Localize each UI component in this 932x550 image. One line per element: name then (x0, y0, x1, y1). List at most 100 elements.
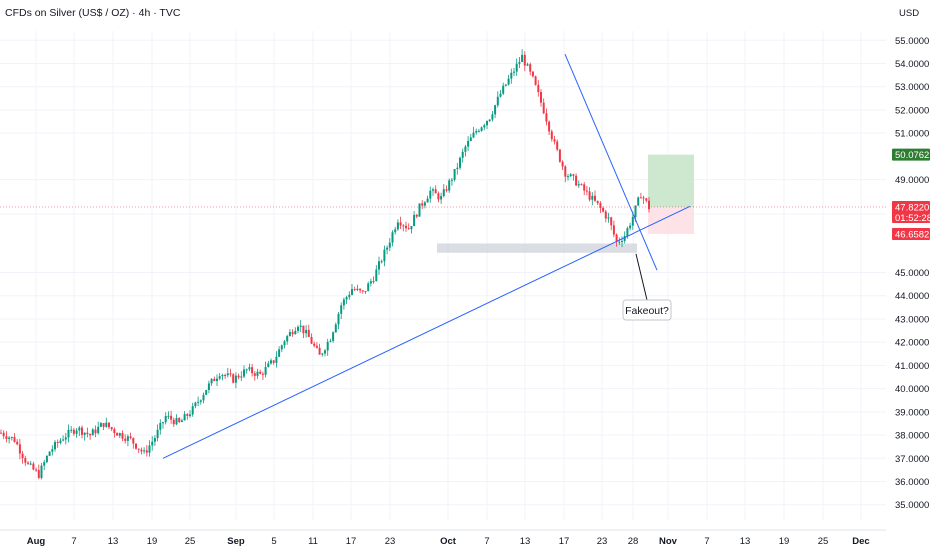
candle-body (639, 197, 642, 199)
price-tick-label: 36.0000 (895, 477, 929, 488)
candle-body (432, 189, 434, 191)
candle-body (621, 240, 623, 242)
candle-body (367, 283, 370, 292)
candle-body (486, 121, 488, 126)
candle-body (27, 462, 29, 464)
candle-body (70, 429, 73, 431)
candle-body (407, 228, 410, 230)
candle-body (13, 437, 16, 442)
candle-body (140, 449, 143, 452)
candle-body (440, 196, 443, 200)
candle-body (450, 179, 453, 181)
candle-body (499, 93, 502, 97)
candle-body (648, 200, 650, 210)
candle-body (310, 336, 313, 344)
candle-body (342, 299, 345, 306)
candle-body (143, 450, 146, 452)
candle-body (245, 369, 248, 371)
candle-body (216, 378, 218, 382)
price-tick-label: 49.0000 (895, 175, 929, 186)
candle-body (461, 151, 464, 158)
candle-body (415, 214, 418, 217)
candle-body (594, 195, 596, 201)
candle-body (426, 198, 429, 203)
candle-body (199, 400, 202, 402)
candle-body (550, 131, 553, 140)
candle-body (518, 62, 521, 64)
candle-body (445, 189, 448, 191)
candle-body (62, 439, 65, 441)
candle-body (183, 414, 186, 421)
time-tick-label: Nov (659, 536, 678, 547)
candle-body (515, 63, 518, 72)
chart-grid (0, 31, 886, 531)
candle-body (207, 383, 210, 390)
time-axis[interactable]: Aug 7 13 19 25 Sep 5 11 17 23 Oct 7 13 17 23 28 Nov 7 13 19… (27, 536, 870, 547)
candle-body (337, 313, 340, 325)
candle-body (345, 297, 348, 300)
candle-body (583, 184, 586, 191)
candle-body (10, 437, 13, 439)
candle-body (248, 367, 251, 370)
candle-body (602, 207, 605, 212)
time-tick-label: 7 (704, 536, 709, 547)
candle-body (540, 92, 542, 103)
price-tick-label: 37.0000 (895, 454, 929, 465)
candle-body (453, 168, 456, 180)
time-tick-label: 7 (484, 536, 489, 547)
candle-body (380, 261, 383, 263)
candle-body (224, 375, 227, 377)
candle-body (585, 190, 588, 192)
candle-body (375, 269, 378, 282)
candle-body (391, 232, 394, 243)
candle-body (483, 125, 486, 128)
currency-label: USD (899, 8, 919, 19)
candle-body (51, 449, 54, 452)
candle-body (477, 130, 480, 132)
candle-body (164, 416, 167, 423)
candle-body (378, 261, 380, 270)
candle-body (272, 360, 275, 363)
candle-body (264, 367, 267, 375)
candle-body (599, 203, 602, 208)
price-axis[interactable]: 35.0000 36.0000 37.0000 38.0000 39.0000 40.00… (895, 36, 929, 511)
candle-body (202, 394, 205, 401)
candle-body (480, 127, 483, 131)
time-tick-label: 23 (597, 536, 608, 547)
price-tick-label: 55.0000 (895, 36, 929, 47)
candle-body (24, 458, 27, 463)
candle-body (197, 401, 200, 403)
candle-body (99, 423, 102, 427)
candle-body (234, 375, 237, 383)
candle-body (2, 432, 5, 437)
candle-body (86, 432, 89, 435)
price-tick-label: 41.0000 (895, 361, 929, 372)
candle-body (623, 236, 626, 241)
candle-body (526, 64, 529, 66)
candle-body (569, 174, 572, 177)
candle-body (170, 415, 173, 420)
time-tick-label: 11 (308, 536, 318, 547)
candle-body (135, 443, 137, 449)
candle-body (237, 375, 240, 378)
candle-body (561, 161, 564, 167)
candle-body (108, 422, 110, 428)
candle-body (167, 415, 170, 417)
fakeout-callout: Fakeout? (622, 299, 672, 321)
candle-body (429, 190, 432, 199)
candle-body (40, 465, 43, 478)
time-tick-label: Oct (440, 536, 457, 547)
candle-body (394, 229, 397, 233)
candle-body (54, 442, 56, 450)
price-tag (892, 148, 930, 161)
price-tick-label: 45.0000 (895, 268, 929, 279)
candle-body (261, 373, 264, 375)
candle-body (596, 200, 599, 204)
candle-body (180, 420, 183, 422)
candle-body (162, 422, 164, 424)
candle-body (110, 427, 113, 430)
price-tag-label: 46.6582 (895, 229, 929, 240)
price-tick-label: 44.0000 (895, 291, 929, 302)
candle-body (210, 378, 213, 384)
